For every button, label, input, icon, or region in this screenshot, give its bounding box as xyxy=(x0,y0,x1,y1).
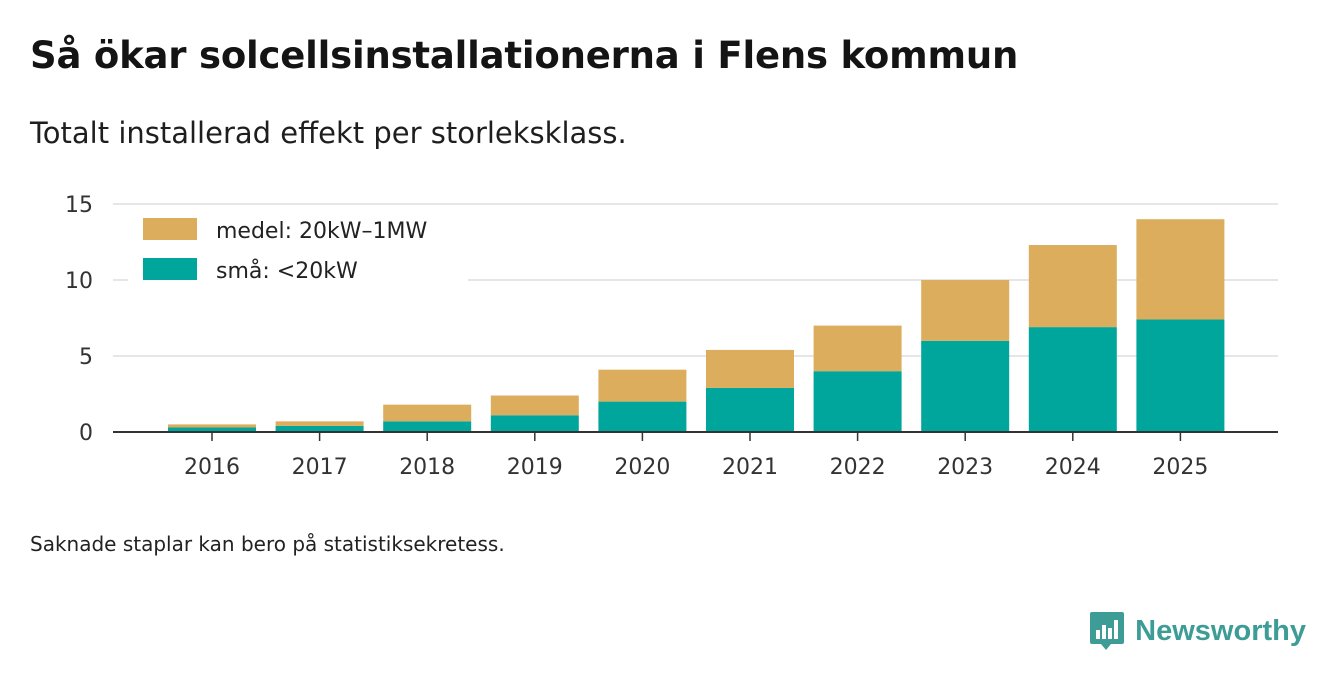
bar-2023-series-1 xyxy=(921,280,1010,341)
y-tick-label: 10 xyxy=(65,269,93,294)
x-tick-label: 2018 xyxy=(399,455,455,480)
legend-swatch-0 xyxy=(143,218,197,240)
y-tick-label: 15 xyxy=(65,193,93,218)
bar-2024-series-1 xyxy=(1028,245,1117,328)
x-tick-label: 2023 xyxy=(937,455,993,480)
bar-2023-series-0 xyxy=(921,340,1010,432)
bar-2022-series-0 xyxy=(813,371,902,432)
brand-logo: Newsworthy xyxy=(1089,610,1306,652)
bar-2024-series-0 xyxy=(1028,327,1117,432)
x-tick-label: 2017 xyxy=(292,455,348,480)
bar-2017-series-1 xyxy=(275,421,364,426)
legend-swatch-1 xyxy=(143,258,197,280)
newsworthy-logo-icon xyxy=(1090,612,1125,650)
footnote: Saknade staplar kan bero på statistiksek… xyxy=(30,532,505,556)
bar-2016-series-0 xyxy=(168,427,256,432)
x-tick-label: 2019 xyxy=(507,455,563,480)
x-tick-label: 2025 xyxy=(1152,455,1208,480)
bar-2019-series-0 xyxy=(490,415,579,432)
bar-2025-series-1 xyxy=(1136,219,1225,320)
bar-2018-series-0 xyxy=(383,421,472,432)
x-tick-label: 2016 xyxy=(184,455,240,480)
x-tick-label: 2022 xyxy=(830,455,886,480)
chart-subtitle: Totalt installerad effekt per storlekskl… xyxy=(30,116,627,150)
bar-2020-series-1 xyxy=(598,369,687,402)
x-tick-label: 2020 xyxy=(614,455,670,480)
bar-2025-series-0 xyxy=(1136,319,1225,432)
bar-2018-series-1 xyxy=(383,404,472,422)
bar-2020-series-0 xyxy=(598,401,687,432)
axes: 0 5 10 15 2016 2017 2018 2019 2020 2021 2022 2023 20… xyxy=(65,193,1278,480)
chart-title: Så ökar solcellsinstallationerna i Flens… xyxy=(30,34,1019,77)
brand-name: Newsworthy xyxy=(1135,614,1306,647)
y-tick-label: 0 xyxy=(79,421,93,446)
bar-2021-series-1 xyxy=(706,349,794,388)
bar-2019-series-1 xyxy=(490,395,579,416)
legend: medel: 20kW–1MW små: <20kW xyxy=(128,210,468,284)
bar-2017-series-0 xyxy=(275,425,364,432)
x-tick-label: 2024 xyxy=(1045,455,1101,480)
bar-2016-series-1 xyxy=(168,424,256,428)
legend-label-1: små: <20kW xyxy=(216,258,358,284)
legend-label-0: medel: 20kW–1MW xyxy=(216,219,427,244)
bar-2022-series-1 xyxy=(813,325,902,372)
y-tick-label: 5 xyxy=(79,345,93,370)
bars xyxy=(168,219,1225,432)
bar-2021-series-0 xyxy=(706,387,794,432)
x-tick-label: 2021 xyxy=(722,455,778,480)
